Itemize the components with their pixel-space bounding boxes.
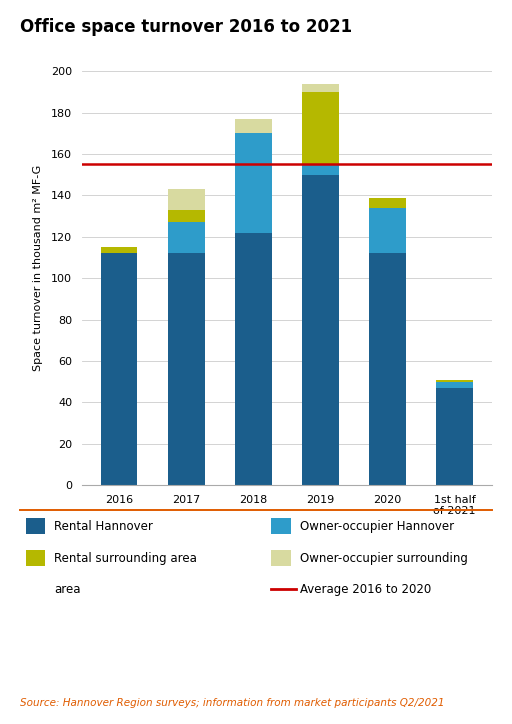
Bar: [436, 382, 473, 388]
Bar: [100, 253, 137, 485]
Text: Source: Hannover Region surveys; information from market participants Q2/2021: Source: Hannover Region surveys; informa…: [20, 698, 445, 708]
Bar: [167, 253, 204, 485]
Bar: [302, 164, 339, 174]
Bar: [436, 379, 473, 382]
Bar: [369, 208, 406, 253]
Bar: [302, 174, 339, 485]
Text: Rental Hannover: Rental Hannover: [54, 520, 153, 533]
Bar: [302, 84, 339, 92]
Bar: [234, 119, 272, 133]
Text: Rental surrounding area: Rental surrounding area: [54, 552, 197, 565]
Bar: [167, 189, 204, 210]
Text: Owner-occupier Hannover: Owner-occupier Hannover: [300, 520, 454, 533]
Bar: [234, 232, 272, 485]
Bar: [167, 222, 204, 253]
Bar: [436, 388, 473, 485]
Bar: [100, 247, 137, 253]
Text: area: area: [54, 583, 80, 596]
Bar: [369, 198, 406, 208]
Bar: [369, 253, 406, 485]
Text: Owner-occupier surrounding: Owner-occupier surrounding: [300, 552, 467, 565]
Text: Average 2016 to 2020: Average 2016 to 2020: [300, 583, 431, 596]
Bar: [234, 133, 272, 232]
Bar: [167, 210, 204, 222]
Bar: [302, 92, 339, 164]
Text: Office space turnover 2016 to 2021: Office space turnover 2016 to 2021: [20, 18, 353, 36]
Y-axis label: Space turnover in thousand m² MF-G: Space turnover in thousand m² MF-G: [33, 165, 42, 371]
